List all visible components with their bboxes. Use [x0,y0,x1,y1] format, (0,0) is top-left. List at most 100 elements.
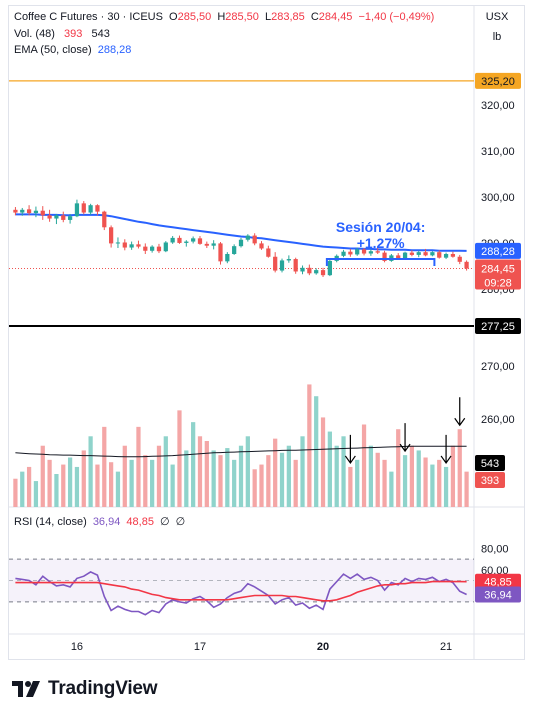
volume-ma-value: 543 [91,28,110,40]
volume-last-label: 393 [481,475,499,487]
volume-bar [129,459,134,507]
volume-value: 393 [64,28,83,40]
volume-bar [143,455,148,507]
volume-bar [61,464,66,507]
candle-body [450,253,456,257]
change-value: −1,40 (−0,49%) [358,11,435,23]
symbol-legend[interactable]: Coffee C Futures · 30 · ICEUS O285,50 H2… [14,11,434,23]
time-axis-tick: 21 [440,641,452,653]
volume-bar [409,445,415,507]
candle-body [348,251,353,255]
rsi-label: RSI (14, close) [14,516,87,528]
candle-body [95,205,100,212]
ema-price-label: 288,28 [481,246,515,258]
volume-label: Vol. (48) [14,28,55,40]
open-label: O [169,11,178,23]
volume-bar [314,396,319,507]
volume-bar [191,422,196,507]
volume-bar [341,436,346,507]
volume-bar [26,466,32,507]
volume-bar [67,457,73,507]
candle-body [170,237,175,243]
rsi-axis-tick: 80,00 [481,543,509,555]
volume-bar [197,436,203,507]
candle-body [184,241,189,243]
candle-body [54,215,59,219]
candle-body [314,270,319,274]
session-annotation-line2: +1.27% [357,235,405,251]
rsi-extra-1: ∅ [160,516,170,528]
tradingview-logo[interactable]: TradingView [12,678,158,700]
candle-body [40,210,45,216]
candle-body [266,248,271,257]
candle-body [47,215,52,219]
currency-label: USX [485,11,509,23]
candle-body [115,242,121,244]
low-value: 283,85 [271,11,305,23]
candle-body [430,252,435,256]
candle-body [341,251,346,256]
candle-body [129,244,134,248]
candle-body [211,243,216,246]
volume-bar [136,426,141,507]
candle-body [382,252,387,261]
candle-body [409,252,415,255]
time-axis-tick: 20 [317,641,329,653]
candle-body [361,249,367,254]
volume-bar [33,481,39,507]
candle-body [232,246,237,254]
candle-body [33,210,39,214]
volume-bar [307,384,312,507]
rsi-ma-label: 48,85 [484,577,512,589]
candle-body [20,209,25,213]
candle-body [67,216,73,220]
volume-bar [279,452,285,507]
volume-bar [457,429,462,507]
candle-body [102,211,107,228]
price-axis-tick: 310,00 [481,146,515,158]
rsi-line [15,570,467,616]
candle-body [13,209,18,213]
rsi-ma-value: 48,85 [126,516,154,528]
session-annotation-line1: Sesión 20/04: [336,219,426,235]
candle-body [81,203,86,213]
volume-bar [396,429,401,507]
candle-body [259,243,264,249]
candle-body [252,235,257,244]
ema-legend[interactable]: EMA (50, close) 288,28 [14,44,131,56]
low-label: L [264,11,272,23]
price-axis-tick: 320,00 [481,100,515,112]
volume-bar [348,466,353,507]
price-axis-tick: 260,00 [481,414,515,426]
close-value: 284,45 [318,11,353,23]
volume-bar [163,436,168,507]
ema-price-label-bg [475,242,521,259]
volume-bar [266,455,271,507]
volume-bar [245,436,250,507]
rsi-value: 36,94 [92,516,121,528]
resistance-price-label: 325,20 [481,76,515,88]
volume-legend[interactable]: Vol. (48) 393 543 [14,28,110,40]
volume-arrow [454,397,466,427]
ema-label: EMA (50, close) [14,44,92,56]
volume-bar [74,466,80,507]
volume-bar [334,445,339,507]
volume-bar [225,448,230,507]
volume-bar [109,462,114,507]
volume-bar [430,464,435,507]
volume-bar [361,424,367,507]
volume-ma-line [15,445,467,458]
currency-unit-button[interactable]: USX lb [478,11,516,43]
volume-bar [416,450,421,507]
rsi-legend[interactable]: RSI (14, close) 36,94 48,85 ∅ ∅ [14,515,185,528]
volume-bar [320,417,326,507]
chart-frame[interactable] [8,5,525,660]
volume-bar [156,445,162,507]
candle-body [355,249,360,255]
candle-body [218,243,223,262]
volume-bar [238,445,244,507]
candle-body [156,246,162,252]
tradingview-brand: TradingView [48,678,158,699]
price-axis-tick: 300,00 [481,192,515,204]
